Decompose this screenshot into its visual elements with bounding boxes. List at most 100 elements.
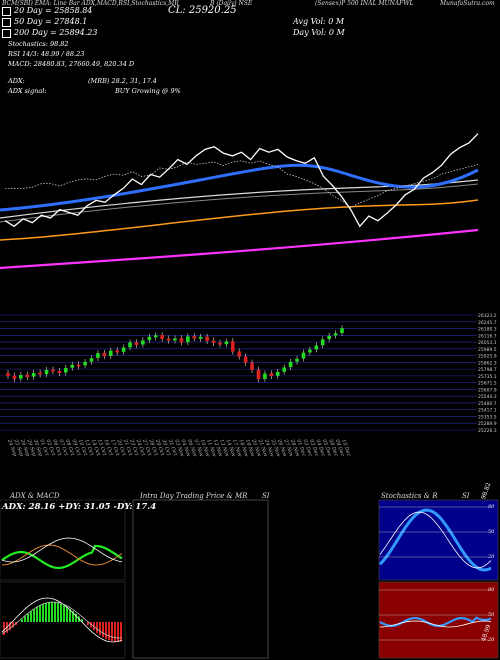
macd-histogram-bar — [90, 622, 92, 628]
legend-mrb: (MRB) 28.2, 31, 17.4 — [88, 77, 157, 85]
macd-histogram-bar — [45, 602, 47, 622]
stoch-si: SI — [462, 492, 470, 500]
header-title: BCM(SBI) EMA: Line Bar ADX,MACD,R — [2, 0, 123, 7]
adx-line — [1, 537, 123, 563]
candle-body — [218, 342, 222, 345]
candle-body — [19, 375, 23, 379]
day-volume: Day Vol: 0 M — [293, 28, 345, 37]
date-tick-label: 09 Dec — [334, 439, 346, 458]
candle-body — [57, 370, 62, 374]
macd-histogram-bar — [81, 619, 83, 622]
stoch-title: Stochastics & R — [381, 492, 438, 500]
candle-body — [153, 335, 158, 338]
macd-histogram-bar — [87, 622, 89, 625]
macd-histogram-bar — [21, 619, 23, 622]
candle-body — [166, 338, 171, 341]
price-tick-label: 26245.7 — [478, 320, 497, 326]
date-tick-label: 06 Nov — [186, 439, 198, 458]
candle-body — [237, 351, 242, 357]
candle-body — [64, 367, 68, 373]
candle-body — [108, 350, 113, 356]
candle-body — [314, 345, 319, 350]
candle-body — [327, 335, 331, 340]
candle-body — [308, 349, 312, 353]
candle-body — [179, 338, 184, 343]
candle-body — [76, 364, 81, 367]
candle-body — [141, 340, 145, 345]
macd-histogram-bar — [36, 606, 38, 622]
price-tick-label: 25989.5 — [478, 347, 497, 353]
macd-histogram-bar — [33, 608, 35, 622]
price-tick-label: 26323.2 — [478, 313, 497, 319]
date-tick-label: 10 Nov — [199, 439, 211, 458]
date-tick-label: 19 Nov — [244, 439, 256, 458]
date-tick-label: 12 Nov — [212, 439, 224, 458]
macd-histogram-bar — [105, 622, 107, 639]
date-tick-label: 08 Dec — [327, 439, 339, 458]
date-tick-label: 03 Dec — [308, 439, 320, 458]
macd-histogram-bar — [51, 602, 53, 622]
candle-body — [269, 373, 274, 377]
macd-histogram-bar — [96, 622, 98, 633]
date-tick-label: 14 Nov — [225, 439, 237, 458]
header-right-text: (Sensex)P 500 INAL MUNAFWL — [315, 0, 414, 7]
price-tick-label: 26053.1 — [478, 340, 497, 346]
date-tick-label: 13 Nov — [218, 439, 230, 458]
candlestick-chart: 26323.226245.726180.326116.726053.125989… — [0, 313, 497, 458]
price-tick-label: 25862.3 — [478, 360, 497, 366]
adx-macd-title: ADX & MACD — [10, 492, 60, 500]
candle-body — [224, 341, 229, 345]
macd-histogram-bar — [120, 622, 122, 642]
price-tick-label: 25289.9 — [478, 421, 497, 427]
macd-histogram-bar — [108, 622, 110, 641]
header-far: MunafaSutra.com — [440, 0, 495, 7]
macd-histogram-bar — [12, 622, 14, 628]
macd-histogram-bar — [42, 603, 44, 622]
date-tick-label: 15 Oct — [96, 439, 108, 458]
header-far-text: MunafaSutra.com — [440, 0, 495, 7]
price-tick-label: 25925.9 — [478, 354, 497, 360]
date-tick-label: 31 Oct — [167, 439, 179, 458]
macd-histogram-bar — [60, 603, 62, 622]
price-tick-label: 26116.7 — [478, 333, 497, 339]
candle-body — [25, 374, 30, 378]
candle-body — [211, 340, 216, 343]
legend-buy-signal: BUY Growing @ 9% — [115, 87, 181, 95]
candle-body — [121, 347, 126, 352]
close-price-line — [4, 133, 479, 228]
intraday-panel — [132, 499, 269, 659]
candle-body — [12, 375, 17, 380]
date-tick-label: 30 Oct — [160, 439, 172, 458]
candle-body — [256, 369, 261, 380]
price-tick-label: 25671.5 — [478, 381, 497, 387]
header-mid2: B (Daily) NSE — [210, 0, 252, 7]
ema100-line-b — [0, 183, 479, 223]
date-tick-label: 11 Nov — [205, 439, 217, 458]
stoch-tick-20: 20 — [488, 554, 495, 560]
price-tick-label: 25353.5 — [478, 414, 497, 420]
legend-ema200: 200 Day = 25894.23 — [2, 28, 97, 38]
candle-body — [282, 367, 286, 372]
ema200-swatch — [2, 28, 11, 38]
legend-ema50: 50 Day = 27848.1 — [2, 17, 87, 27]
intraday-si: SI — [262, 492, 270, 500]
date-tick-label: 03 Nov — [173, 439, 185, 458]
ema-long-line — [0, 228, 479, 270]
date-tick-label: 14 Oct — [90, 439, 102, 458]
date-tick-label: 02 Dec — [302, 439, 314, 458]
macd-histogram-bar — [39, 605, 41, 622]
close-price: CL: 25920.25 — [168, 5, 237, 16]
macd-histogram-bar — [63, 605, 65, 622]
date-tick-label: 09 Oct — [70, 439, 82, 458]
macd-histogram-bar — [93, 622, 95, 631]
candle-body — [115, 350, 119, 353]
candle-body — [198, 336, 203, 339]
date-tick-label: 01 Oct — [38, 439, 50, 458]
adx-readout: ADX: 28.16 +DY: 31.05 -DY: 17.4 — [2, 502, 157, 512]
ema100-line-a — [0, 179, 479, 219]
stochastic-k-line — [378, 508, 492, 572]
candle-body — [44, 369, 49, 375]
legend-stochastics: Stochastics: 98.82 — [8, 40, 69, 48]
date-tick-label: 08 Oct — [64, 439, 76, 458]
adx-plus-di-line — [1, 544, 123, 570]
